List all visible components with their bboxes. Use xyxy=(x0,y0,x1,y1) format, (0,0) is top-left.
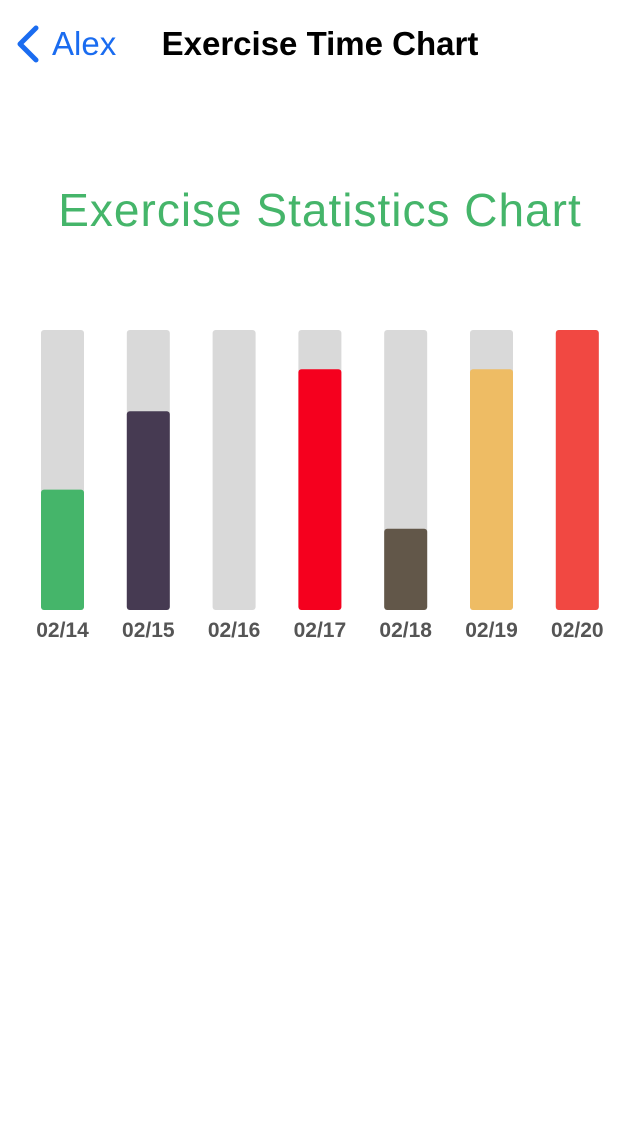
bar-6[interactable] xyxy=(555,330,599,610)
x-tick-label: 02/20 xyxy=(551,619,604,642)
bars-layer xyxy=(41,330,599,610)
nav-title: Exercise Time Chart xyxy=(161,25,479,62)
tick-labels-layer: 02/14 02/15 02/16 02/17 02/18 02/19 02/20 xyxy=(36,619,603,642)
bar-1[interactable] xyxy=(126,411,170,610)
bar-track-2 xyxy=(212,330,256,610)
chart-title: Exercise Statistics Chart xyxy=(58,184,582,236)
x-tick-label: 02/18 xyxy=(379,619,432,642)
chevron-left-icon xyxy=(17,25,39,63)
bar-5[interactable] xyxy=(470,369,513,610)
back-button[interactable]: Alex xyxy=(14,22,116,66)
x-tick-label: 02/16 xyxy=(208,619,261,642)
bar-4[interactable] xyxy=(384,528,428,610)
bar-0[interactable] xyxy=(41,489,84,610)
x-tick-label: 02/19 xyxy=(465,619,518,642)
x-tick-label: 02/17 xyxy=(294,619,347,642)
x-tick-label: 02/15 xyxy=(122,619,175,642)
navigation-bar: Alex Exercise Time Chart xyxy=(0,0,640,88)
exercise-bar-chart: 02/14 02/15 02/16 02/17 02/18 02/19 02/20 xyxy=(36,330,604,642)
back-button-label: Alex xyxy=(52,25,117,62)
x-tick-label: 02/14 xyxy=(36,619,89,642)
bar-3[interactable] xyxy=(298,369,342,610)
